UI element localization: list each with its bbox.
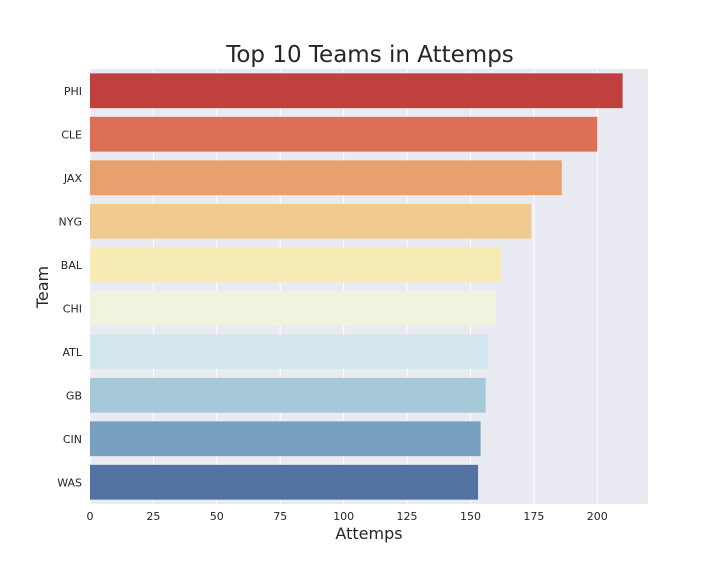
chart-title: Top 10 Teams in Attemps [225, 42, 514, 68]
bar-atl [90, 334, 489, 370]
x-tick-label: 50 [210, 510, 224, 523]
bar-phi [90, 73, 623, 109]
x-tick-label: 200 [587, 510, 608, 523]
y-tick-label: CIN [63, 433, 82, 446]
y-tick-label: NYG [59, 215, 82, 228]
x-tick-label: 100 [333, 510, 354, 523]
x-tick-labels: 0 25 50 75 100 125 150 175 200 [87, 510, 608, 523]
y-tick-label: PHI [64, 85, 82, 98]
y-tick-label: CHI [63, 302, 82, 315]
x-tick-label: 175 [523, 510, 544, 523]
y-axis-title: Team [33, 266, 52, 309]
y-tick-label: ATL [62, 346, 82, 359]
bar-jax [90, 160, 562, 196]
bar-nyg [90, 203, 532, 239]
bars [90, 73, 623, 500]
bar-gb [90, 377, 486, 413]
x-tick-label: 0 [87, 510, 94, 523]
y-tick-label: WAS [57, 476, 82, 489]
x-tick-label: 25 [146, 510, 160, 523]
y-tick-label: GB [66, 389, 82, 402]
y-tick-labels: PHI CLE JAX NYG BAL CHI ATL GB CIN WAS [57, 85, 83, 490]
y-tick-label: JAX [63, 172, 83, 185]
y-tick-label: BAL [61, 259, 83, 272]
x-tick-label: 150 [460, 510, 481, 523]
x-tick-label: 75 [273, 510, 287, 523]
bar-chi [90, 290, 496, 326]
bar-was [90, 464, 479, 500]
y-tick-label: CLE [61, 128, 82, 141]
bar-cin [90, 421, 481, 457]
x-axis-title: Attemps [335, 524, 402, 543]
x-tick-label: 125 [397, 510, 418, 523]
bar-cle [90, 116, 598, 152]
bar-bal [90, 247, 501, 283]
